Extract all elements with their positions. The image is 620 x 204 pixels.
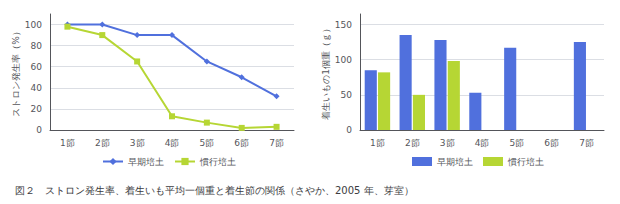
- svg-text:5節: 5節: [199, 138, 214, 148]
- svg-text:早期培土: 早期培土: [128, 157, 164, 167]
- svg-text:40: 40: [31, 83, 43, 93]
- svg-text:1節: 1節: [60, 138, 75, 148]
- svg-text:3節: 3節: [130, 138, 145, 148]
- svg-text:6節: 6節: [234, 138, 249, 148]
- svg-text:慣行培土: 慣行培土: [507, 157, 544, 167]
- svg-text:1節: 1節: [370, 138, 385, 148]
- svg-text:2節: 2節: [95, 138, 110, 148]
- svg-text:80: 80: [31, 41, 43, 51]
- svg-text:4節: 4節: [165, 138, 180, 148]
- svg-text:60: 60: [31, 62, 43, 72]
- svg-text:7節: 7節: [269, 138, 284, 148]
- svg-text:20: 20: [31, 104, 43, 114]
- svg-text:100: 100: [335, 55, 352, 65]
- svg-text:0: 0: [346, 125, 352, 135]
- svg-text:4節: 4節: [475, 138, 490, 148]
- svg-text:早期培土: 早期培土: [437, 157, 473, 167]
- svg-text:150: 150: [335, 20, 352, 30]
- svg-text:2節: 2節: [405, 138, 420, 148]
- svg-text:慣行培土: 慣行培土: [199, 157, 236, 167]
- svg-text:着生いもの1個重（ｇ）: 着生いもの1個重（ｇ）: [321, 24, 331, 120]
- svg-text:50: 50: [341, 90, 353, 100]
- svg-text:5節: 5節: [509, 138, 524, 148]
- svg-text:100: 100: [25, 20, 42, 30]
- svg-text:3節: 3節: [440, 138, 455, 148]
- svg-text:図２ ストロン発生率、着生いも平均一個重と着生節の関係（さや: 図２ ストロン発生率、着生いも平均一個重と着生節の関係（さやか、2005 年、芽…: [15, 185, 414, 196]
- svg-text:6節: 6節: [544, 138, 559, 148]
- svg-text:7節: 7節: [579, 138, 594, 148]
- svg-text:ストロン発生率（%）: ストロン発生率（%）: [11, 27, 21, 117]
- svg-text:0: 0: [36, 125, 42, 135]
